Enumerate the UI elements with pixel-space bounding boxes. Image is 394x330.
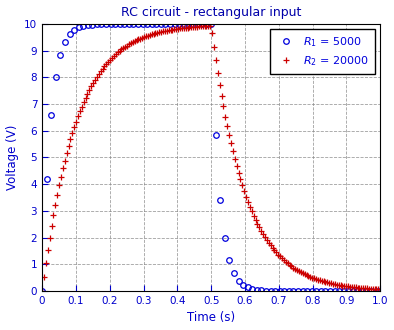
Line: $R_1$ = 5000: $R_1$ = 5000 [39, 21, 383, 294]
$R_2$ = 20000 [40, 289, 45, 293]
$R_2$ = 20000 [168, 28, 173, 32]
$R_2$ = 20000 [80, 105, 84, 109]
$R_1$ = 5000 [209, 22, 214, 26]
$R_2$ = 20000 [368, 287, 373, 291]
$R_1$ = 5000 [309, 289, 314, 293]
Y-axis label: Voltage (V): Voltage (V) [6, 125, 19, 190]
Title: RC circuit - rectangular input: RC circuit - rectangular input [121, 6, 301, 18]
Line: $R_2$ = 20000: $R_2$ = 20000 [39, 23, 383, 294]
$R_2$ = 20000 [378, 287, 383, 291]
$R_1$ = 5000 [314, 289, 319, 293]
$R_1$ = 5000 [378, 289, 383, 293]
X-axis label: Time (s): Time (s) [187, 312, 235, 324]
$R_1$ = 5000 [67, 32, 72, 36]
Legend: $R_1$ = 5000, $R_2$ = 20000: $R_1$ = 5000, $R_2$ = 20000 [270, 29, 375, 74]
$R_2$ = 20000 [342, 284, 347, 288]
$R_2$ = 20000 [110, 56, 114, 60]
$R_2$ = 20000 [208, 24, 213, 28]
$R_1$ = 5000 [323, 289, 328, 293]
$R_1$ = 5000 [40, 289, 45, 293]
$R_2$ = 20000 [45, 248, 50, 252]
$R_1$ = 5000 [346, 289, 351, 293]
$R_1$ = 5000 [300, 289, 305, 293]
